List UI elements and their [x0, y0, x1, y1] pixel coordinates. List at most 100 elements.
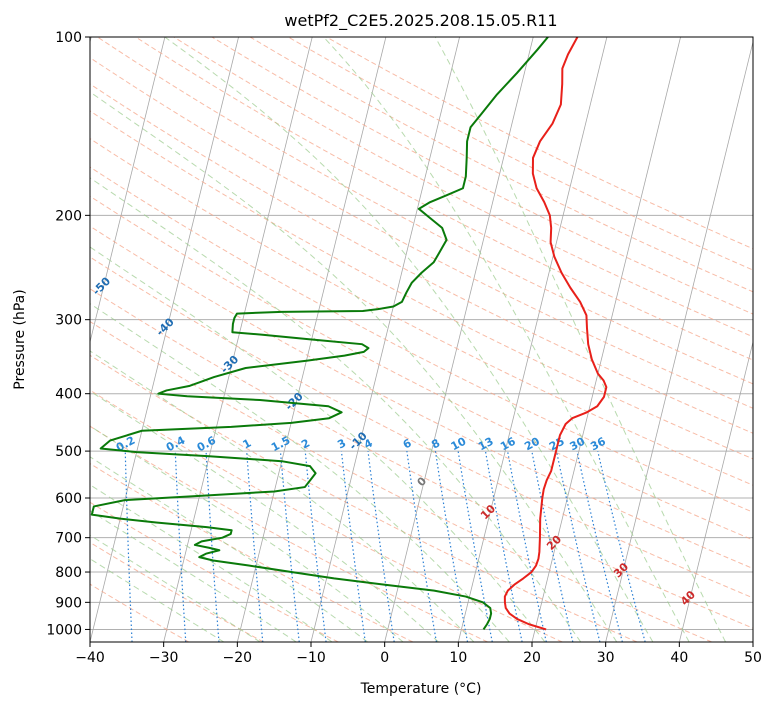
moist-adiabat-line — [90, 177, 582, 642]
moist-adiabat-line — [90, 534, 261, 642]
mixing-ratio-line — [597, 450, 646, 642]
mixing-ratio-label: 16 — [498, 435, 518, 454]
x-tick-label: 10 — [449, 650, 467, 666]
isotherm-grid — [90, 37, 753, 642]
isobar-grid — [90, 37, 753, 630]
mixing-ratio-label: 4 — [362, 436, 375, 451]
y-axis-label: Pressure (hPa) — [12, 289, 28, 389]
mixing-ratio-label: 13 — [476, 435, 496, 454]
dry-adiabat-label: 10 — [478, 502, 498, 522]
x-axis-label: Temperature (°C) — [360, 681, 482, 697]
moist-adiabat-line — [90, 390, 439, 642]
x-tick-label: −30 — [149, 650, 179, 666]
mixing-ratio-label: 1 — [241, 436, 254, 451]
isotherm-line — [90, 37, 239, 642]
mixing-ratio-line — [555, 450, 601, 642]
dry-adiabat-line — [211, 37, 753, 315]
y-tick-label: 300 — [55, 313, 82, 329]
moist-adiabat-line — [90, 510, 297, 642]
mixing-ratio-line — [576, 450, 623, 642]
mixing-ratio-label: 20 — [522, 435, 542, 454]
dry-adiabat-line — [90, 583, 190, 642]
dry-adiabat-label: 40 — [678, 588, 698, 608]
moist-adiabat-line — [90, 350, 475, 642]
sounding-line — [503, 37, 608, 631]
mixing-ratio-line — [367, 451, 395, 642]
y-tick-label: 800 — [55, 565, 82, 581]
x-tick-label: −20 — [223, 650, 253, 666]
x-tick-label: 20 — [523, 650, 541, 666]
y-axis: 1000 900 800 700 600 500 400 300 200 100 — [46, 30, 90, 638]
y-tick-label: 200 — [55, 208, 82, 224]
sounding-series — [90, 37, 608, 631]
y-tick-label: 1000 — [46, 622, 82, 638]
x-tick-label: 0 — [380, 650, 389, 666]
mixing-ratio-label: 30 — [568, 435, 588, 454]
mixing-ratio-line — [304, 451, 327, 642]
y-tick-label: 700 — [55, 531, 82, 547]
moist-adiabat-line — [90, 91, 618, 642]
dry-adiabat-line — [90, 541, 264, 642]
mixing-ratio-line — [340, 451, 366, 642]
moist-adiabats — [90, 37, 727, 642]
dry-adiabat-line — [135, 37, 753, 361]
x-tick-label: 50 — [744, 650, 762, 666]
dry-adiabat-line — [97, 37, 753, 385]
plot-area: -100-90-80-70-60-50-40-30-20-10010203040… — [27, 37, 753, 642]
isotherm-line — [384, 37, 534, 642]
moist-adiabat-line — [90, 456, 368, 642]
moist-adiabat-line — [90, 484, 333, 642]
isotherm-line — [90, 37, 166, 344]
x-axis: −40 −30 −20 −10 0 10 20 30 40 50 — [75, 642, 762, 666]
dry-adiabat-line — [90, 389, 563, 642]
dry-adiabat-label: -50 — [90, 274, 113, 297]
dry-adiabat-line — [90, 110, 753, 460]
dry-adiabat-label: -40 — [154, 315, 177, 338]
x-tick-label: 40 — [670, 650, 688, 666]
dry-adiabat-line — [90, 195, 753, 541]
mixing-ratio-label: 8 — [429, 436, 442, 451]
mixing-ratio-line — [531, 450, 574, 642]
dry-adiabat-line — [90, 462, 414, 642]
dry-adiabat-line — [90, 256, 753, 599]
dry-adiabat-line — [90, 225, 753, 570]
sounding-line — [90, 37, 549, 631]
dry-adiabat-line — [90, 138, 753, 486]
mixing-ratio-label: 2 — [299, 436, 312, 451]
plot-frame — [89, 36, 754, 643]
dry-adiabat-label: 30 — [611, 560, 631, 580]
moist-adiabat-line — [90, 246, 546, 642]
chart-title: wetPf2_C2E5.2025.208.15.05.R11 — [284, 11, 557, 31]
dry-adiabat-label: -20 — [283, 390, 306, 413]
mixing-ratio-label: 6 — [401, 436, 414, 451]
isotherm-line — [457, 37, 608, 642]
dry-adiabat-line — [90, 166, 753, 513]
x-tick-label: −10 — [296, 650, 326, 666]
dry-adiabats — [90, 37, 753, 642]
dry-adiabat-line — [90, 57, 753, 409]
dry-adiabat-label: -60 — [27, 230, 50, 253]
isotherm-line — [531, 37, 681, 642]
isotherm-line — [678, 340, 753, 642]
moist-adiabat-line — [323, 37, 690, 642]
moist-adiabat-line — [90, 303, 510, 642]
y-tick-label: 100 — [55, 30, 82, 46]
dry-adiabat-line — [90, 425, 488, 642]
mixing-ratio-line — [406, 451, 438, 642]
x-tick-label: −40 — [75, 650, 105, 666]
dry-adiabat-label: 20 — [544, 533, 564, 553]
y-tick-label: 600 — [55, 491, 82, 507]
mixing-ratio-line — [457, 451, 493, 642]
mixing-ratio-line — [279, 451, 300, 642]
dry-adiabat-line — [249, 37, 753, 293]
y-tick-label: 900 — [55, 595, 82, 611]
y-tick-label: 400 — [55, 387, 82, 403]
y-tick-label: 500 — [55, 444, 82, 460]
x-tick-label: 30 — [597, 650, 615, 666]
dry-adiabat-line — [173, 37, 753, 338]
moist-adiabat-line — [90, 425, 404, 642]
dry-adiabat-line — [90, 354, 638, 642]
dry-adiabat-line — [90, 83, 753, 434]
mixing-ratio-label: 36 — [588, 435, 608, 454]
